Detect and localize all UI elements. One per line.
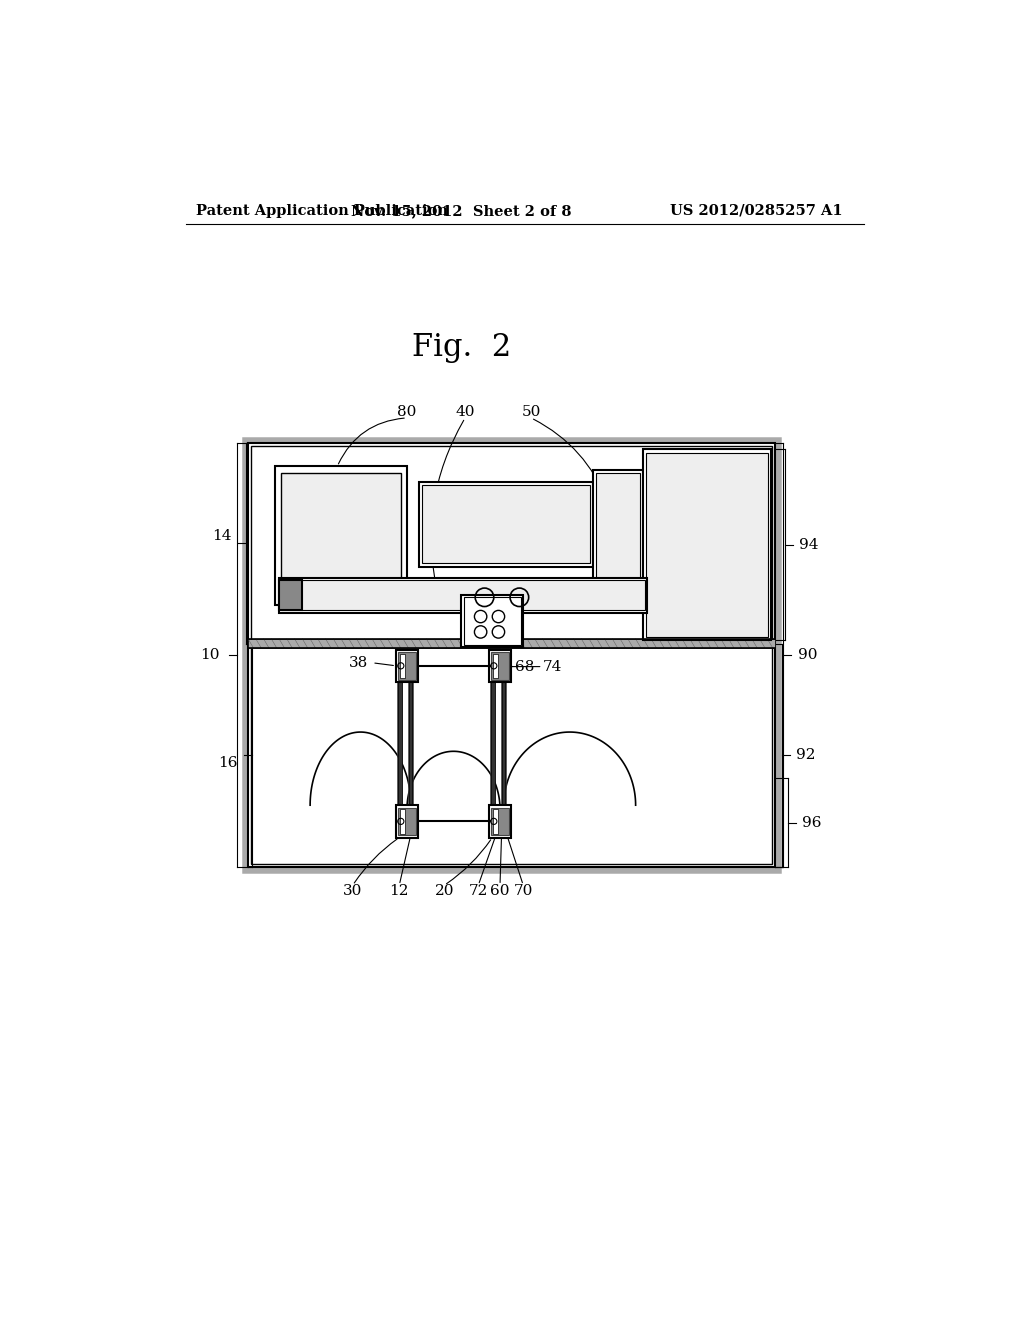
Text: 38: 38 [349,656,369,669]
Bar [419,482,593,566]
Text: 92: 92 [796,748,815,762]
Text: 74: 74 [543,660,562,673]
Bar [461,595,523,647]
Bar [280,581,302,610]
Text: 16: 16 [218,756,238,770]
Bar [493,653,499,678]
Text: 72: 72 [469,884,488,899]
Bar [489,805,511,838]
Bar [398,652,416,680]
Bar [643,449,771,640]
Text: 94: 94 [799,537,818,552]
Bar [596,474,640,586]
Bar [396,649,418,682]
Text: 90: 90 [799,648,818,663]
Bar [464,597,521,645]
Bar [248,639,775,648]
Text: 30: 30 [343,884,362,899]
Text: 60: 60 [490,884,510,899]
Text: Nov. 15, 2012  Sheet 2 of 8: Nov. 15, 2012 Sheet 2 of 8 [351,203,571,218]
Text: US 2012/0285257 A1: US 2012/0285257 A1 [671,203,843,218]
Text: 12: 12 [389,884,409,899]
Text: 20: 20 [434,884,454,899]
Bar [248,444,775,867]
Text: 40: 40 [456,405,475,420]
Bar [280,578,647,612]
Bar [422,484,590,564]
Bar [400,653,406,678]
Bar [646,453,768,636]
Bar [251,446,772,863]
Text: 10: 10 [200,648,219,663]
Bar [492,808,509,836]
Bar [275,466,407,605]
Bar [282,581,645,610]
Bar [282,473,400,599]
Text: 80: 80 [397,405,417,420]
Bar [396,805,418,838]
Text: 14: 14 [212,529,231,543]
Bar [593,470,643,590]
Text: 68: 68 [515,660,535,673]
Bar [493,809,499,834]
Bar [492,652,509,680]
Text: 50: 50 [521,405,541,420]
Text: Patent Application Publication: Patent Application Publication [197,203,449,218]
Bar [489,649,511,682]
Bar [398,808,416,836]
Text: Fig.  2: Fig. 2 [412,331,511,363]
Text: 70: 70 [514,884,532,899]
Bar [248,444,775,867]
Text: 96: 96 [802,816,821,829]
Bar [400,809,406,834]
